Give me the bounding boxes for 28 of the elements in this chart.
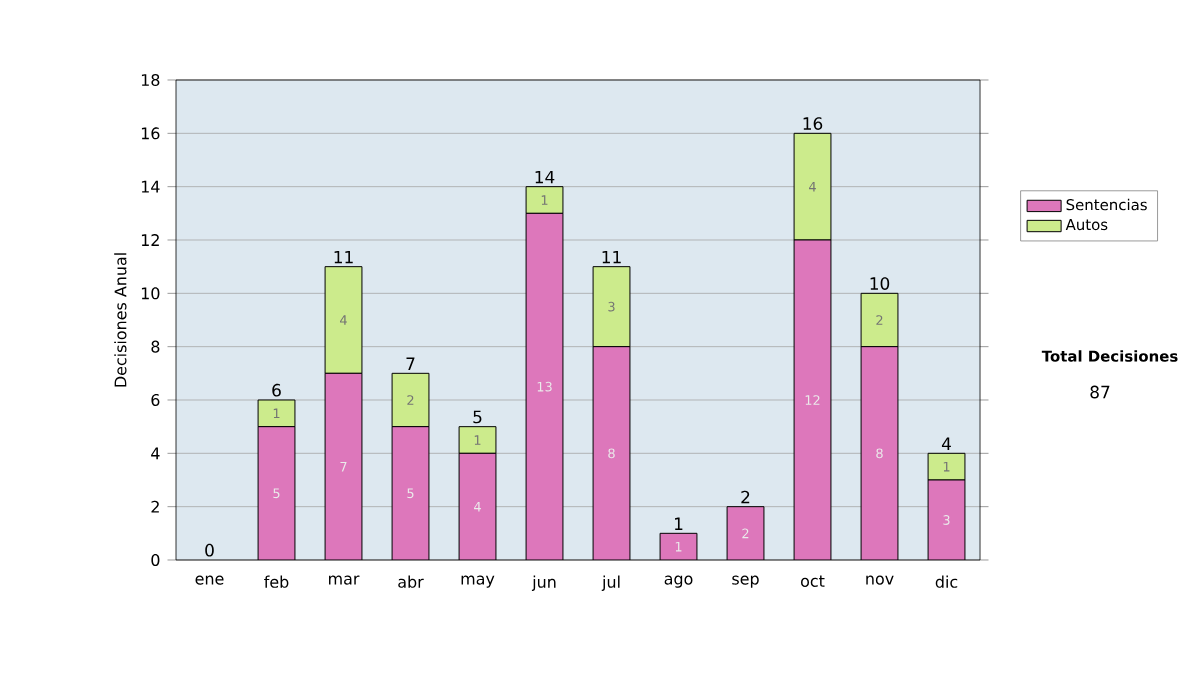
total-label: 2 xyxy=(741,490,750,504)
bar xyxy=(525,212,564,560)
bar xyxy=(324,266,363,374)
total-label: 5 xyxy=(473,410,482,424)
bar xyxy=(726,506,765,560)
total-label: 16 xyxy=(803,117,823,130)
total-label: 6 xyxy=(272,383,281,397)
text: 87 xyxy=(1090,385,1110,399)
total-label: 10 xyxy=(870,277,890,290)
total-label: 1 xyxy=(675,517,683,530)
total-label: 4 xyxy=(941,437,951,450)
bar xyxy=(257,426,296,560)
total-label: 7 xyxy=(406,357,415,370)
bar xyxy=(793,239,832,560)
total-label: 14 xyxy=(535,170,555,184)
bar xyxy=(592,266,631,348)
bar xyxy=(324,372,363,560)
bar xyxy=(860,346,899,560)
total-label: 11 xyxy=(334,250,353,264)
bar xyxy=(391,426,430,560)
total-label: 0 xyxy=(205,543,214,557)
bar xyxy=(592,346,631,560)
bar xyxy=(860,292,899,348)
total-label: 11 xyxy=(602,250,621,264)
bar xyxy=(391,372,430,428)
bar xyxy=(458,426,497,454)
bar xyxy=(927,479,966,560)
bar xyxy=(458,452,497,560)
